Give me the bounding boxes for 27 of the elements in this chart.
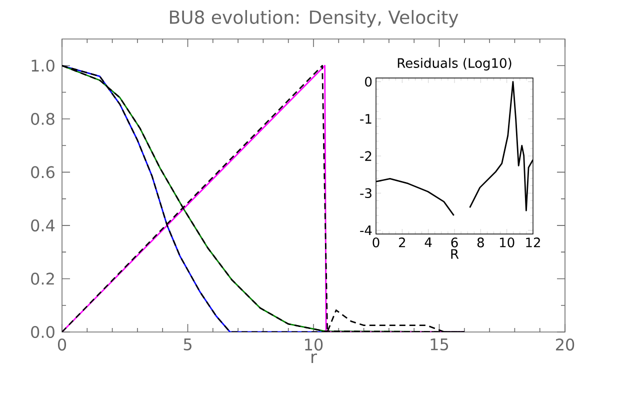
x-tick-label: 2	[398, 238, 405, 248]
y-tick-label: -1	[360, 114, 372, 124]
x-tick-label: 0	[372, 238, 380, 248]
x-tick-label: 12	[526, 238, 540, 248]
y-tick-label: -4	[360, 226, 372, 236]
x-axis-title: R	[451, 249, 459, 259]
y-tick-label: 1.0	[32, 60, 54, 72]
x-axis-title: r	[312, 353, 318, 364]
y-tick-label: -3	[360, 188, 372, 198]
x-tick-label: 4	[424, 238, 432, 247]
y-tick-label: 0	[365, 76, 372, 87]
y-tick-label: 0.4	[31, 219, 55, 232]
x-tick-label: 5	[184, 338, 192, 350]
x-tick-label: 20	[556, 338, 574, 351]
y-tick-label: 0.6	[31, 166, 54, 178]
chart-title: BU8 evolution: Density, Velocity	[170, 10, 458, 28]
x-tick-label: 8	[477, 238, 484, 248]
x-tick-label: 10	[305, 338, 323, 351]
x-tick-label: 6	[451, 238, 458, 248]
y-tick-label: -2	[360, 151, 372, 161]
x-tick-label: 15	[430, 338, 448, 350]
y-tick-label: 0.2	[31, 272, 54, 285]
y-tick-label: 0.0	[31, 326, 54, 338]
chart-title: Residuals (Log10)	[398, 58, 512, 70]
x-tick-label: 0	[58, 338, 66, 351]
y-tick-label: 0.8	[31, 112, 54, 125]
x-tick-label: 10	[500, 238, 514, 248]
